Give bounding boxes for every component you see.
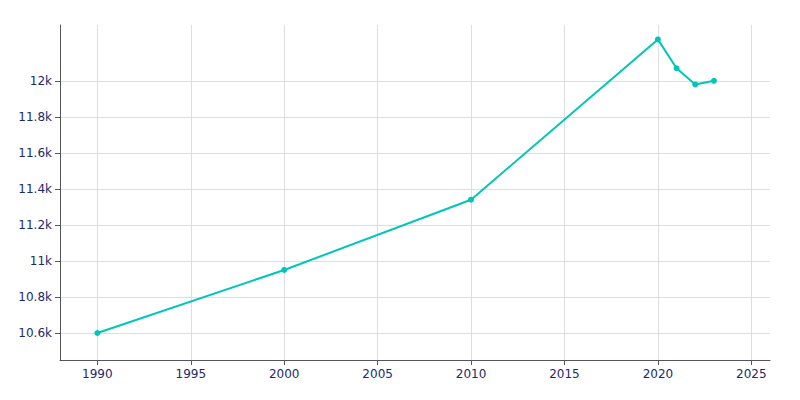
- svg-text:10.8k: 10.8k: [18, 290, 52, 304]
- svg-text:11.8k: 11.8k: [18, 110, 52, 124]
- svg-text:1995: 1995: [176, 367, 207, 381]
- svg-text:11.6k: 11.6k: [18, 146, 52, 160]
- svg-text:2015: 2015: [549, 367, 580, 381]
- svg-text:2025: 2025: [736, 367, 767, 381]
- svg-text:2020: 2020: [643, 367, 674, 381]
- svg-text:11.4k: 11.4k: [18, 182, 52, 196]
- svg-text:2010: 2010: [456, 367, 487, 381]
- svg-text:2005: 2005: [362, 367, 393, 381]
- svg-text:11k: 11k: [30, 254, 52, 268]
- svg-text:11.2k: 11.2k: [18, 218, 52, 232]
- svg-text:2000: 2000: [269, 367, 300, 381]
- svg-text:12k: 12k: [30, 74, 52, 88]
- svg-text:1990: 1990: [82, 367, 113, 381]
- svg-text:10.6k: 10.6k: [18, 326, 52, 340]
